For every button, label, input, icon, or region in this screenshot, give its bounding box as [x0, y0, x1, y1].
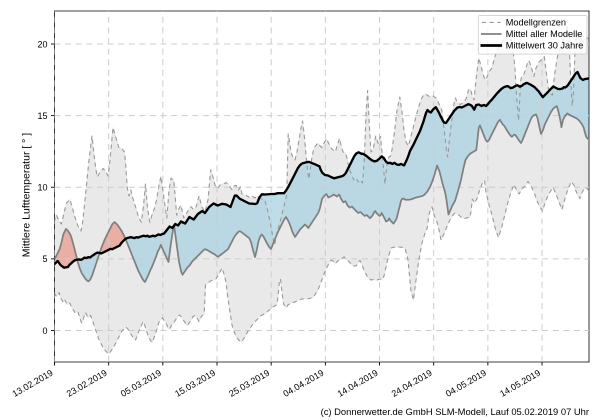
svg-text:10: 10 [37, 183, 47, 193]
svg-text:Mittel aller Modelle: Mittel aller Modelle [506, 29, 583, 39]
svg-text:(c) Donnerwetter.de GmbH SLM-M: (c) Donnerwetter.de GmbH SLM-Modell, Lau… [321, 406, 589, 417]
svg-text:Mittlere Lufttemperatur [ ° ]: Mittlere Lufttemperatur [ ° ] [20, 133, 32, 257]
svg-text:Modellgrenzen: Modellgrenzen [506, 18, 566, 28]
svg-text:20: 20 [37, 39, 47, 49]
svg-text:5: 5 [42, 254, 47, 264]
svg-text:15: 15 [37, 111, 47, 121]
svg-text:0: 0 [42, 326, 47, 336]
svg-text:Mittelwert 30 Jahre: Mittelwert 30 Jahre [506, 41, 584, 51]
